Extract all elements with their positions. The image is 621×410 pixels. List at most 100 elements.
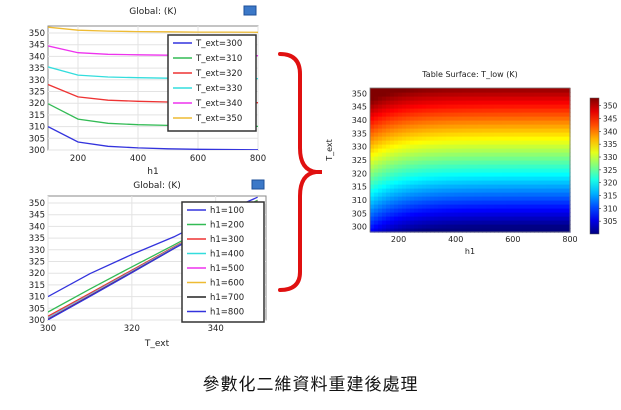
heatmap-cell: [510, 200, 515, 205]
heatmap-cell: [534, 228, 539, 233]
heatmap-cell: [514, 136, 519, 141]
heatmap-cell: [490, 92, 495, 97]
heatmap-cell: [486, 164, 491, 169]
heatmap-cell: [554, 112, 559, 117]
heatmap-cell: [502, 204, 507, 209]
heatmap-cell: [446, 140, 451, 145]
heatmap-cell: [406, 116, 411, 121]
y-tick-label: 350: [29, 29, 45, 39]
heatmap-cell: [470, 152, 475, 157]
heatmap-cell: [370, 188, 375, 193]
heatmap-cell: [466, 212, 471, 217]
heatmap-cell: [490, 220, 495, 225]
heatmap-cell: [562, 228, 567, 233]
heatmap-cell: [426, 144, 431, 149]
heatmap-cell: [426, 152, 431, 157]
heatmap-cell: [470, 184, 475, 189]
heatmap-cell: [482, 148, 487, 153]
heatmap-cell: [474, 204, 479, 209]
heatmap-cell: [466, 188, 471, 193]
heatmap-cell: [514, 140, 519, 145]
heatmap-cell: [434, 120, 439, 125]
heatmap-cell: [454, 144, 459, 149]
heatmap-cell: [382, 152, 387, 157]
heatmap-cell: [402, 128, 407, 133]
heatmap-cell: [454, 180, 459, 185]
heatmap-cell: [382, 92, 387, 97]
heatmap-cell: [506, 208, 511, 213]
heatmap-cell: [546, 224, 551, 229]
heatmap-cell: [394, 92, 399, 97]
heatmap-cell: [526, 120, 531, 125]
heatmap-cell: [502, 120, 507, 125]
heatmap-cell: [454, 176, 459, 181]
heatmap-cell: [506, 116, 511, 121]
heatmap-cell: [386, 92, 391, 97]
heatmap-cell: [374, 192, 379, 197]
heatmap-cell: [478, 168, 483, 173]
heatmap-cell: [450, 104, 455, 109]
heatmap-cell: [458, 172, 463, 177]
heatmap-cell: [494, 220, 499, 225]
heatmap-cell: [502, 228, 507, 233]
heatmap-cell: [522, 188, 527, 193]
heatmap-cell: [510, 168, 515, 173]
heatmap-cell: [390, 116, 395, 121]
heatmap-cell: [462, 116, 467, 121]
heatmap-cell: [422, 220, 427, 225]
heatmap-cell: [454, 104, 459, 109]
heatmap-cell: [446, 112, 451, 117]
heatmap-cell: [430, 140, 435, 145]
heatmap-cell: [554, 200, 559, 205]
heatmap-cell: [522, 168, 527, 173]
x-axis-label: h1: [147, 167, 158, 177]
heatmap-cell: [494, 176, 499, 181]
heatmap-cell: [490, 128, 495, 133]
heatmap-cell: [398, 124, 403, 129]
heatmap-cell: [470, 196, 475, 201]
heatmap-cell: [474, 144, 479, 149]
heatmap-cell: [526, 192, 531, 197]
heatmap-cell: [386, 184, 391, 189]
heatmap-cell: [370, 204, 375, 209]
heatmap-cell: [414, 152, 419, 157]
heatmap-cell: [410, 124, 415, 129]
heatmap-cell: [554, 104, 559, 109]
heatmap-cell: [546, 208, 551, 213]
heatmap-cell: [434, 216, 439, 221]
series-line: [48, 126, 258, 150]
heatmap-cell: [386, 172, 391, 177]
heatmap-cell: [378, 104, 383, 109]
heatmap-cell: [518, 220, 523, 225]
heatmap-cell: [482, 100, 487, 105]
heatmap-cell: [482, 160, 487, 165]
legend-label: T_ext=350: [195, 114, 242, 124]
heatmap-cell: [490, 208, 495, 213]
heatmap-cell: [438, 216, 443, 221]
heatmap-cell: [542, 120, 547, 125]
heatmap-cell: [526, 204, 531, 209]
heatmap-cell: [562, 168, 567, 173]
heatmap-cell: [406, 120, 411, 125]
heatmap-cell: [494, 164, 499, 169]
heatmap-cell: [482, 96, 487, 101]
heatmap-cell: [490, 184, 495, 189]
heatmap-cell: [418, 180, 423, 185]
heatmap-cell: [386, 136, 391, 141]
heatmap-cell: [538, 208, 543, 213]
heatmap-cell: [422, 152, 427, 157]
heatmap-cell: [478, 116, 483, 121]
heatmap-cell: [394, 220, 399, 225]
heatmap-cell: [390, 124, 395, 129]
heatmap-cell: [390, 152, 395, 157]
heatmap-cell: [474, 92, 479, 97]
heatmap-cell: [462, 224, 467, 229]
heatmap-cell: [466, 132, 471, 137]
heatmap-cell: [378, 172, 383, 177]
heatmap-cell: [378, 208, 383, 213]
heatmap-cell: [478, 120, 483, 125]
heatmap-cell: [382, 136, 387, 141]
heatmap-cell: [414, 96, 419, 101]
heatmap-cell: [390, 212, 395, 217]
heatmap-cell: [490, 228, 495, 233]
